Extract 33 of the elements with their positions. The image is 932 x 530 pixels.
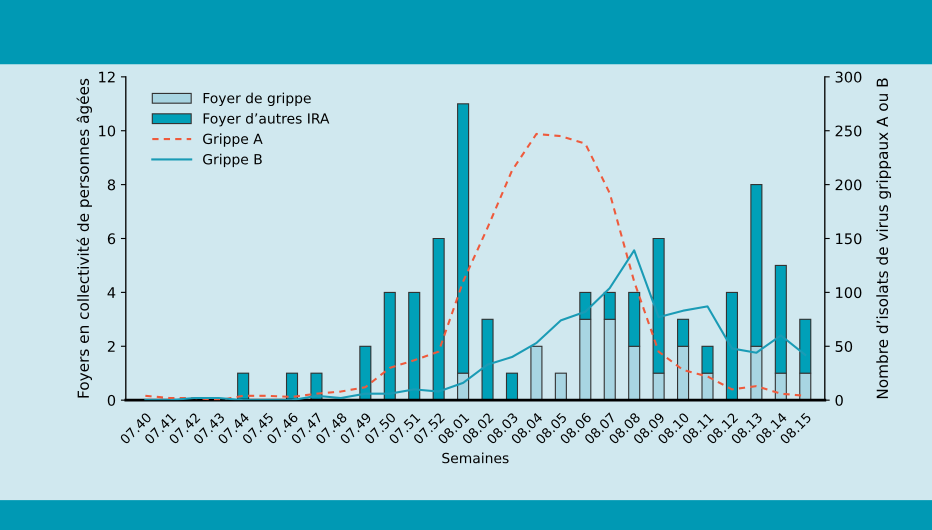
y-tick-label: 12 bbox=[99, 72, 115, 82]
y2-tick-label: 100 bbox=[836, 287, 862, 298]
bar bbox=[286, 372, 298, 400]
legend-label: Foyer de grippe bbox=[204, 92, 311, 106]
y2-axis-title: Nombre d’isolats de virus grippaux A ou B bbox=[876, 78, 892, 398]
y-tick-label: 0 bbox=[108, 394, 116, 406]
y2-tick-label: 250 bbox=[836, 125, 862, 136]
y-tick-label: 10 bbox=[99, 125, 116, 136]
bar bbox=[554, 372, 567, 400]
bar bbox=[408, 292, 420, 400]
y2-tick-label: 300 bbox=[836, 72, 862, 83]
bar bbox=[530, 346, 542, 400]
y-tick-label: 4 bbox=[108, 287, 116, 298]
y-tick-label: 8 bbox=[108, 179, 116, 190]
x-axis-title: Semaines bbox=[442, 452, 509, 464]
legend-label: Foyer d’autres IRA bbox=[204, 112, 330, 126]
y2-tick-label: 200 bbox=[836, 179, 862, 190]
line-series bbox=[144, 249, 806, 400]
legend-label: Grippe B bbox=[203, 154, 262, 168]
y-tick-label: 6 bbox=[108, 233, 116, 244]
y2-tick-label: 150 bbox=[836, 233, 862, 244]
y-tick-label: 2 bbox=[108, 340, 115, 352]
bar bbox=[481, 318, 494, 400]
bar bbox=[237, 372, 250, 400]
bar bbox=[726, 292, 738, 400]
legend-label: Grippe A bbox=[203, 133, 263, 147]
y-axis-title: Foyers en collectivité de personnes âgées bbox=[76, 78, 92, 398]
y2-tick-label: 50 bbox=[836, 340, 852, 352]
bar bbox=[359, 346, 372, 400]
y2-tick-label: 0 bbox=[836, 394, 843, 406]
bar bbox=[384, 292, 396, 400]
bar bbox=[506, 372, 518, 400]
bar bbox=[432, 238, 445, 400]
